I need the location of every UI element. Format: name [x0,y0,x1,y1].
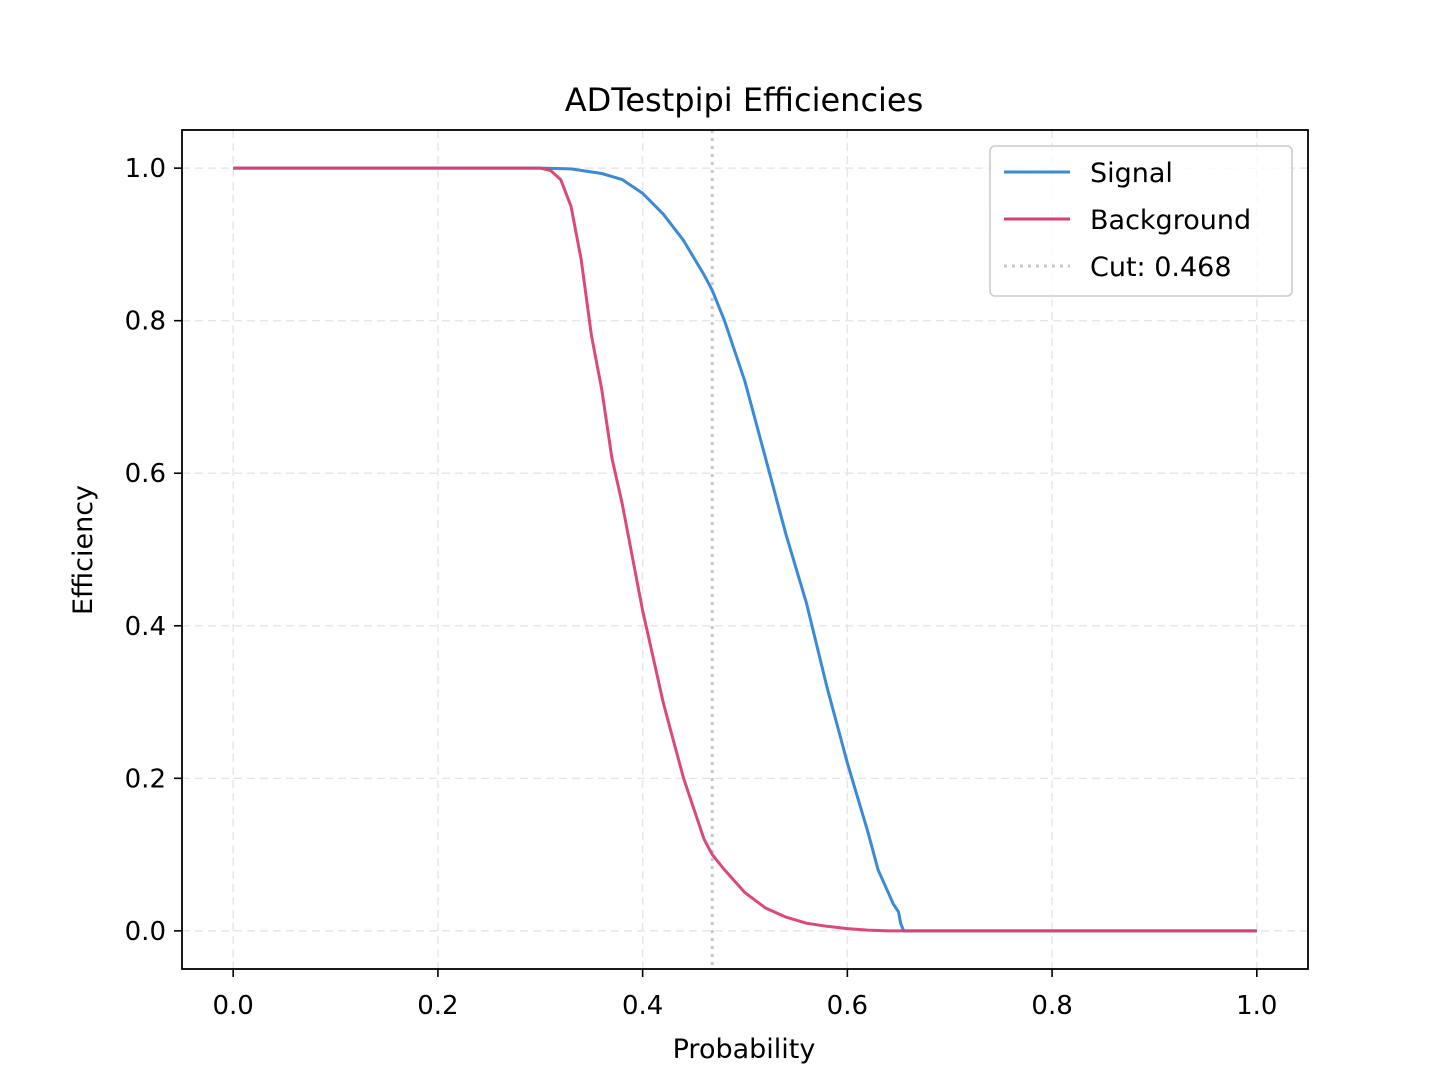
series-line-background [233,166,1257,933]
plot-area-frame [181,129,1309,970]
x-axis-label: Probability [673,1034,816,1065]
series-layer [233,166,1257,933]
y-axis-ticks: 0.0 0.2 0.4 0.6 0.8 1.0 [125,154,182,947]
chart-title: ADTestpipi Efficiencies [565,81,924,119]
x-tick-label: 0.4 [622,991,663,1021]
y-tick-label: 1.0 [125,154,166,184]
legend-label-signal: Signal [1090,158,1173,189]
x-tick-label: 0.8 [1031,991,1072,1021]
y-tick-label: 0.4 [125,612,166,642]
y-tick-label: 0.6 [125,459,166,489]
y-tick-label: 0.2 [125,764,166,794]
legend-label-background: Background [1090,205,1251,236]
x-tick-label: 1.0 [1236,991,1277,1021]
x-tick-label: 0.6 [827,991,868,1021]
y-tick-label: 0.0 [125,917,166,947]
x-tick-label: 0.2 [417,991,458,1021]
x-tick-label: 0.0 [213,991,254,1021]
legend-box [989,145,1293,297]
legend-label-cut: Cut: 0.468 [1090,252,1232,283]
series-line-signal [233,166,1257,933]
legend: Signal Background Cut: 0.468 [989,145,1293,297]
y-axis-label: Efficiency [68,485,99,615]
x-axis-ticks: 0.0 0.2 0.4 0.6 0.8 1.0 [213,969,1277,1021]
y-tick-label: 0.8 [125,307,166,337]
